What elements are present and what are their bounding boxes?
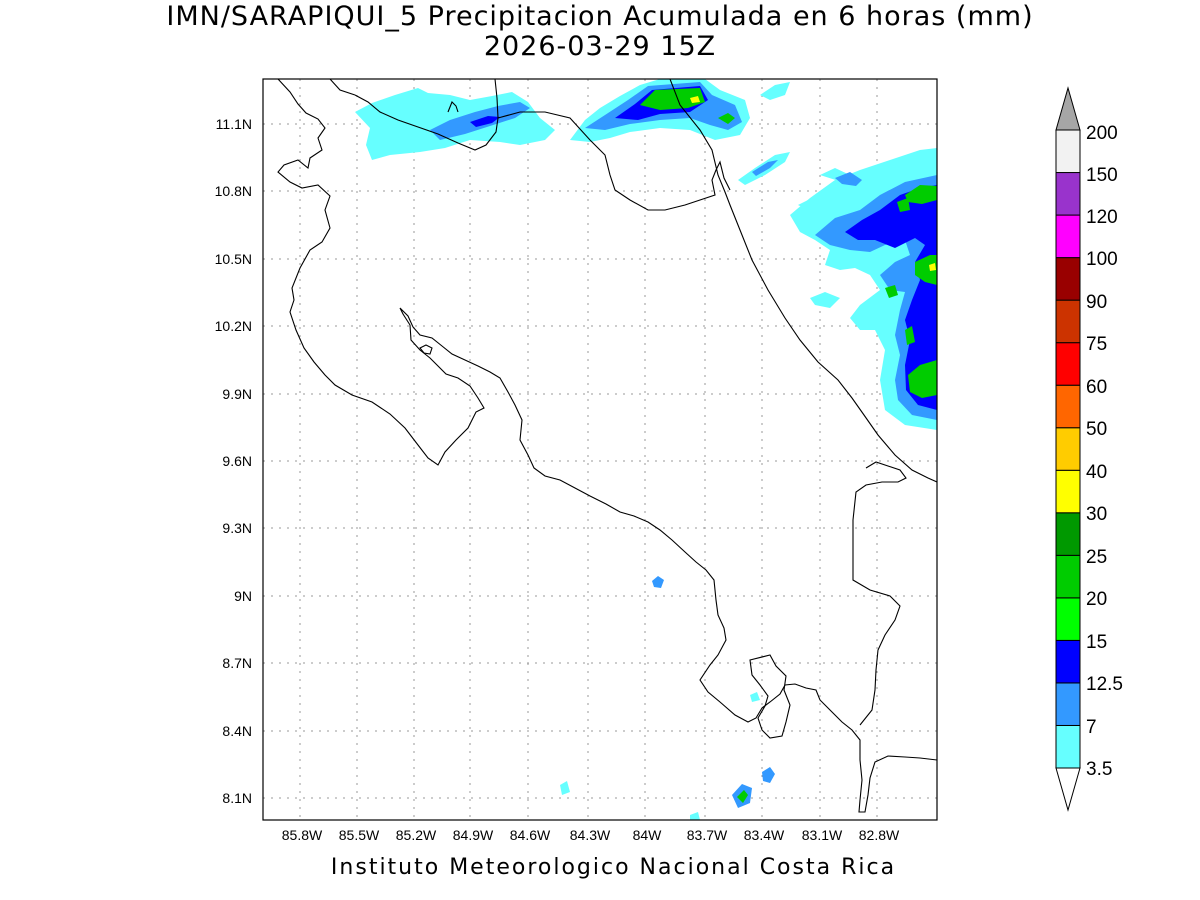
legend-color-box xyxy=(1055,512,1081,556)
legend-color-box xyxy=(1055,427,1081,471)
lat-tick-label: 11.1N xyxy=(216,116,252,132)
caribbean-coastline xyxy=(669,79,937,483)
lat-tick-label: 8.1N xyxy=(222,790,252,806)
rain-area-caribbean-max xyxy=(929,263,936,271)
legend-level-label: 30 xyxy=(1086,504,1107,525)
lon-tick-label: 84.6W xyxy=(510,827,551,843)
rain-area-caribbean-isolated-3 xyxy=(835,172,862,186)
legend-color-box xyxy=(1055,214,1081,259)
panama-border xyxy=(852,461,907,726)
san-juan-river xyxy=(497,111,731,211)
lon-tick-label: 83.1W xyxy=(802,827,843,843)
north-border xyxy=(329,79,356,96)
rain-area-south-6 xyxy=(690,812,700,820)
color-legend: 3.5 7 12.5 15 20 25 30 40 50 60 75 90 10… xyxy=(1055,86,1123,812)
lon-tick-label: 84.3W xyxy=(570,827,611,843)
legend-color-box xyxy=(1055,384,1081,429)
legend-level-label: 60 xyxy=(1086,377,1107,398)
legend-color-boxes xyxy=(1055,129,1081,769)
rain-area-caribbean-green-5 xyxy=(905,326,915,345)
legend-level-label: 12.5 xyxy=(1086,674,1123,695)
legend-level-label: 25 xyxy=(1086,547,1107,568)
legend-level-label: 50 xyxy=(1086,419,1107,440)
rain-area-caribbean-heavy xyxy=(845,185,937,410)
rain-area-south-4-core xyxy=(737,790,748,803)
lat-tick-label: 8.7N xyxy=(222,655,252,671)
legend-color-box xyxy=(1055,172,1081,216)
lon-tick-label: 85.8W xyxy=(282,827,323,843)
rain-area-south-3 xyxy=(560,781,570,795)
legend-level-label: 7 xyxy=(1086,717,1097,738)
rain-area-east-small xyxy=(718,113,735,124)
rain-area-caribbean-green-1 xyxy=(905,185,937,204)
nicaragua-lake-edge xyxy=(447,101,459,113)
rain-area-caribbean-isolated-1 xyxy=(810,292,840,308)
lat-tick-label: 10.5N xyxy=(215,251,252,267)
rain-area-caribbean-green-2 xyxy=(915,255,937,285)
legend-level-label: 100 xyxy=(1086,249,1118,270)
legend-color-box xyxy=(1055,639,1081,684)
rain-area-south-2 xyxy=(750,692,760,702)
lat-tick-label: 9.3N xyxy=(222,520,252,536)
lon-tick-label: 83.4W xyxy=(744,827,785,843)
legend-level-label: 120 xyxy=(1086,207,1118,228)
lat-tick-label: 10.2N xyxy=(215,318,252,334)
rain-area-caribbean-green-3 xyxy=(908,360,937,398)
lat-tick-label: 9.9N xyxy=(222,386,252,402)
rain-area-north-central-max xyxy=(690,96,700,103)
lat-tick-label: 8.4N xyxy=(222,723,252,739)
page-title: IMN/SARAPIQUI_5 Precipitacion Acumulada … xyxy=(166,1,1034,32)
legend-color-box xyxy=(1055,342,1081,386)
legend-color-box xyxy=(1055,299,1081,344)
lat-tick-label: 9.6N xyxy=(222,453,252,469)
footer-credit: Instituto Meteorologico Nacional Costa R… xyxy=(330,855,897,880)
legend-level-label: 90 xyxy=(1086,292,1107,313)
legend-color-box xyxy=(1055,257,1081,301)
gulf-nicoya-island xyxy=(419,344,433,355)
legend-level-label: 75 xyxy=(1086,334,1107,355)
latitude-axis: 11.1N 10.8N 10.5N 10.2N 9.9N 9.6N 9.3N 9… xyxy=(215,116,252,806)
legend-level-label: 15 xyxy=(1086,632,1107,653)
lat-tick-label: 10.8N xyxy=(215,183,252,199)
legend-level-label: 3.5 xyxy=(1086,759,1112,780)
rain-area-streak-1-core xyxy=(752,160,778,176)
lon-tick-label: 83.7W xyxy=(687,827,728,843)
lat-tick-label: 9N xyxy=(234,588,252,604)
lon-tick-label: 85.5W xyxy=(339,827,380,843)
legend-color-box xyxy=(1055,724,1081,769)
map-frame xyxy=(262,78,938,821)
pacific-coastline xyxy=(277,79,937,813)
lon-tick-label: 82.8W xyxy=(859,827,900,843)
legend-level-label: 200 xyxy=(1086,123,1118,144)
legend-level-label: 20 xyxy=(1086,589,1107,610)
rain-area-south-1 xyxy=(652,576,664,588)
lon-tick-label: 84W xyxy=(633,827,663,843)
osa-peninsula xyxy=(749,654,791,739)
legend-color-box xyxy=(1055,469,1081,514)
precipitation-field xyxy=(355,79,937,820)
lon-tick-label: 85.2W xyxy=(396,827,437,843)
longitude-axis: 85.8W 85.5W 85.2W 84.9W 84.6W 84.3W 84W … xyxy=(282,827,900,843)
rain-area-north-central-green xyxy=(640,88,705,110)
legend-over-triangle xyxy=(1055,86,1081,131)
rain-area-caribbean-green-6 xyxy=(897,198,910,212)
rain-area-streak-2 xyxy=(760,82,790,100)
page-subtitle: 2026-03-29 15Z xyxy=(483,31,717,62)
legend-color-box xyxy=(1055,682,1081,726)
legend-color-box xyxy=(1055,554,1081,599)
coastlines xyxy=(277,79,937,813)
lon-tick-label: 84.9W xyxy=(453,827,494,843)
rain-area-caribbean-isolated-4 xyxy=(798,198,822,212)
legend-level-label: 150 xyxy=(1086,165,1118,186)
rain-area-northwest-peak xyxy=(470,116,500,127)
legend-color-box xyxy=(1055,129,1081,174)
legend-level-label: 40 xyxy=(1086,462,1107,483)
legend-color-box xyxy=(1055,597,1081,641)
rain-area-south-5 xyxy=(762,767,775,783)
rain-area-caribbean-green-4 xyxy=(885,285,898,298)
legend-under-triangle xyxy=(1055,767,1081,812)
